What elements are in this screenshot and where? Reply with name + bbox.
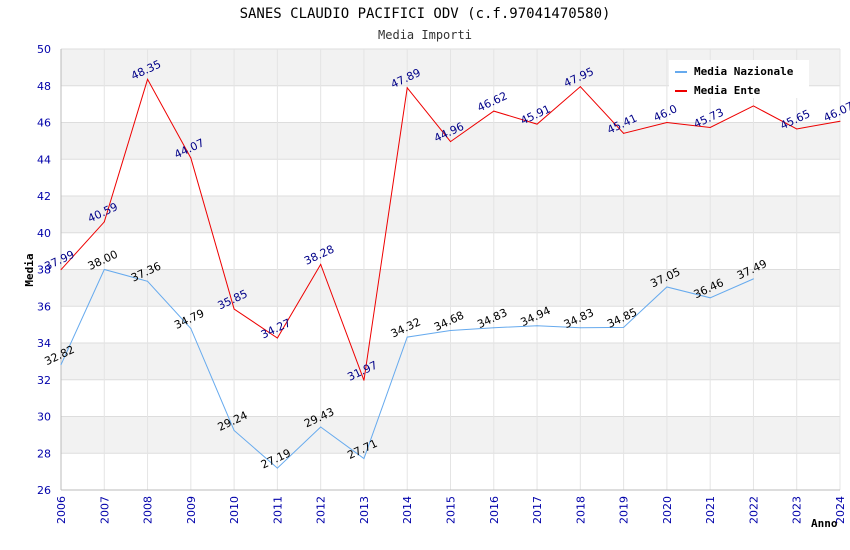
x-tick-label: 2019 [618,496,631,524]
chart-title: SANES CLAUDIO PACIFICI ODV (c.f.97041470… [240,6,611,22]
data-point-media-ente [579,86,581,88]
data-point-media-ente [666,122,668,123]
data-point-media-ente [233,308,235,310]
data-point-media-ente [623,132,625,134]
data-point-media-nazionale [709,297,711,299]
y-axis-label: Media [23,253,36,286]
y-tick-label: 36 [37,300,51,313]
x-tick-label: 2018 [574,496,587,524]
x-tick-label: 2008 [142,496,155,524]
x-tick-label: 2015 [445,496,458,524]
y-tick-label: 26 [37,484,51,497]
data-point-media-nazionale [406,336,408,338]
data-point-media-nazionale [276,467,278,469]
x-axis-label: Anno [811,517,838,530]
x-tick-label: 2021 [704,496,717,524]
data-point-media-ente [190,157,192,159]
data-point-media-ente [276,337,278,339]
data-point-media-nazionale [190,327,192,329]
data-point-media-nazionale [103,269,105,270]
data-point-media-nazionale [536,325,538,327]
data-point-media-nazionale [320,426,322,428]
y-tick-labels: 26 28 30 32 34 36 38 40 42 44 46 48 50 [37,43,51,497]
x-tick-label: 2013 [358,496,371,524]
data-point-media-ente [796,128,798,130]
data-point-media-ente [406,87,408,89]
y-tick-label: 28 [37,447,51,460]
legend-label-media-ente: Media Ente [694,84,761,97]
data-point-media-ente [147,78,149,80]
y-tick-label: 44 [37,153,51,166]
y-tick-label: 50 [37,43,51,56]
x-tick-labels: 2006 2007 2008 2009 2010 2011 2012 2013 2014 2015… [55,496,847,524]
data-point-media-nazionale [623,326,625,328]
data-point-media-nazionale [363,458,365,460]
x-tick-label: 2014 [401,496,414,524]
y-tick-label: 46 [37,117,51,130]
y-tick-label: 34 [37,337,51,350]
x-tick-label: 2020 [661,496,674,524]
x-tick-label: 2009 [185,496,198,524]
x-tick-label: 2016 [488,496,501,524]
x-tick-label: 2024 [834,496,847,524]
x-tick-label: 2007 [98,496,111,524]
data-point-media-nazionale [450,330,451,332]
data-point-media-ente [60,269,62,271]
chart-subtitle: Media Importi [378,28,472,42]
x-tick-label: 2017 [531,496,544,524]
data-point-media-ente [320,263,322,265]
x-tick-label: 2012 [315,496,328,524]
data-point-media-nazionale [579,327,581,329]
data-point-media-ente [752,105,754,107]
data-point-media-ente [493,110,495,112]
data-point-media-nazionale [147,280,149,282]
legend-label-media-nazionale: Media Nazionale [694,65,794,78]
legend-box [669,60,809,98]
y-tick-label: 42 [37,190,51,203]
data-point-media-ente [839,120,841,122]
x-tick-label: 2010 [228,496,241,524]
x-tick-label: 2006 [55,496,68,524]
data-point-media-ente [450,141,451,143]
data-point-media-ente [103,221,105,223]
data-point-media-nazionale [493,327,495,329]
x-tick-label: 2023 [791,496,804,524]
y-tick-label: 48 [37,80,51,93]
y-tick-label: 32 [37,374,51,387]
data-point-media-ente [536,123,538,125]
x-tick-label: 2022 [747,496,760,524]
y-tick-label: 40 [37,227,51,240]
data-point-media-nazionale [233,429,235,431]
data-point-media-ente [709,126,711,128]
data-point-media-nazionale [666,286,668,288]
legend: Media Nazionale Media Ente [669,60,809,98]
data-point-media-ente [363,379,365,381]
x-tick-label: 2011 [271,496,284,524]
data-point-media-nazionale [60,364,62,366]
y-tick-label: 38 [37,264,51,277]
series-lines [60,78,841,469]
y-tick-label: 30 [37,411,51,424]
data-point-media-nazionale [752,278,754,280]
